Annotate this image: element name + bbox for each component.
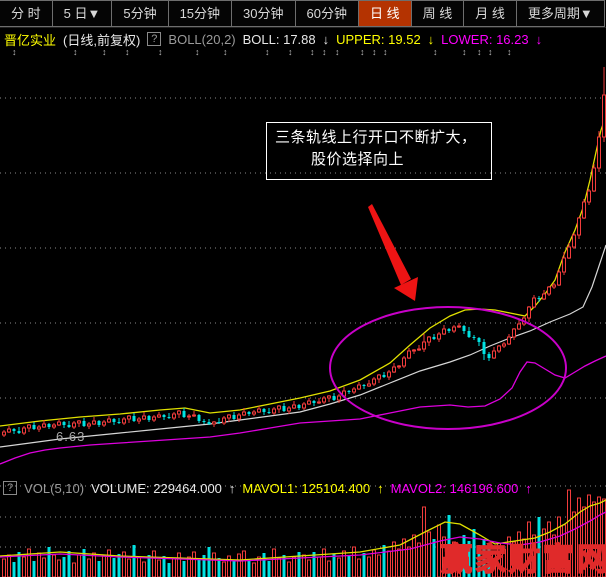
period-button-5[interactable]: 30分钟 (231, 0, 296, 27)
vol-help-icon[interactable]: ? (3, 481, 18, 495)
event-marker-icon: ↕ (360, 47, 365, 57)
boll-arrow-icon: ↓ (322, 31, 330, 47)
event-marker-icon: ↕ (433, 47, 438, 57)
event-marker-icon: ↕ (507, 47, 512, 57)
event-marker-icon: ↕ (125, 47, 130, 57)
boll-value: BOLL: 17.88 (242, 31, 316, 47)
help-icon[interactable]: ? (147, 32, 162, 46)
event-marker-icon: ↕ (310, 47, 315, 57)
event-marker-icon: ↕ (102, 47, 107, 57)
annotation-line2: 股价选择向上 (311, 151, 405, 168)
volume-indicator-header: ? VOL(5,10) VOLUME: 229464.000 ↑ MAVOL1:… (3, 480, 606, 496)
event-marker-icon: ↕ (462, 47, 467, 57)
event-marker-icon: ↕ (223, 47, 228, 57)
period-button-2[interactable]: 5 日▼ (51, 0, 113, 27)
stock-name: 晋亿实业 (4, 32, 57, 48)
period-button-6[interactable]: 60分钟 (294, 0, 359, 27)
lower-value: LOWER: 16.23 (441, 31, 529, 47)
boll-indicator-label[interactable]: BOLL(20,2) (168, 31, 236, 47)
event-marker-icon: ↕ (383, 47, 388, 57)
volume-value: VOLUME: 229464.000 (91, 480, 222, 496)
mavol1-value: MAVOL1: 125104.400 (242, 480, 371, 496)
period-button-1[interactable]: 分 时 (0, 0, 53, 27)
event-marker-icon: ↕ (477, 47, 482, 57)
volume-arrow-icon: ↑ (228, 480, 236, 496)
annotation-arrow-icon (394, 277, 418, 301)
event-markers-row: ↕ ↕ ↕ ↕ ↕ ↕ ↕ ↕ ↕ ↕ ↕ ↕ ↕ ↕ ↕ ↕ ↕ ↕ ↕ ↕ (0, 48, 606, 58)
event-marker-icon: ↕ (12, 47, 17, 57)
main-indicator-header: 晋亿实业 (日线,前复权) ? BOLL(20,2) BOLL: 17.88 ↓… (4, 31, 606, 48)
period-button-4[interactable]: 15分钟 (167, 0, 233, 27)
period-button-9[interactable]: 月 线 (463, 0, 517, 27)
mavol2-arrow-icon: ↑ (525, 480, 532, 496)
period-button-3[interactable]: 5分钟 (111, 0, 169, 27)
event-marker-icon: ↕ (73, 47, 78, 57)
annotation-line1: 三条轨线上行开口不断扩大， (275, 129, 477, 146)
period-button-8[interactable]: 周 线 (410, 0, 465, 27)
chart-mode-label: (日线,前复权) (63, 32, 141, 48)
event-marker-icon: ↕ (288, 47, 293, 57)
event-marker-icon: ↕ (372, 47, 377, 57)
event-marker-icon: ↕ (158, 47, 163, 57)
event-marker-icon: ↕ (335, 47, 340, 57)
event-marker-icon: ↕ (488, 47, 493, 57)
mavol1-arrow-icon: ↑ (377, 480, 384, 496)
upper-value: UPPER: 19.52 (336, 31, 421, 47)
price-label: 6.63 (56, 429, 86, 444)
vol-indicator-label[interactable]: VOL(5,10) (24, 480, 85, 496)
site-watermark: 赢家财富网 (440, 541, 606, 577)
upper-arrow-icon: ↓ (427, 31, 435, 47)
period-button-7[interactable]: 日 线 (357, 0, 412, 27)
event-marker-icon: ↕ (265, 47, 270, 57)
annotation-box: 三条轨线上行开口不断扩大， 股价选择向上 (266, 122, 492, 180)
mavol2-value: MAVOL2: 146196.600 (390, 480, 519, 496)
lower-arrow-icon: ↓ (535, 31, 543, 47)
highlight-ellipse (329, 306, 567, 430)
period-button-10[interactable]: 更多周期▼ (515, 0, 605, 27)
event-marker-icon: ↕ (322, 47, 327, 57)
event-marker-icon: ↕ (195, 47, 200, 57)
